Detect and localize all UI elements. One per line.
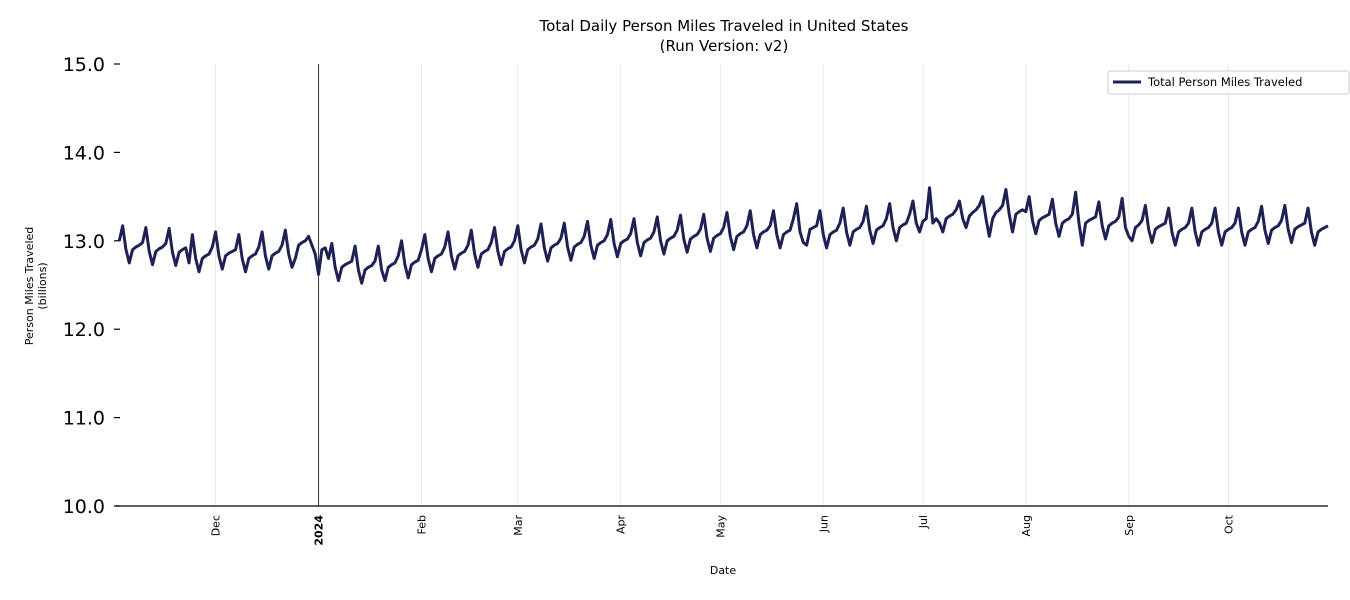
y-tick-label: 14.0 — [63, 142, 105, 164]
legend-label: Total Person Miles Traveled — [1147, 75, 1302, 89]
x-tick-label: Feb — [415, 515, 428, 534]
y-tick-label: 10.0 — [63, 496, 105, 518]
y-tick-label: 15.0 — [63, 54, 105, 76]
legend-box — [1107, 70, 1350, 95]
y-tick-label: 12.0 — [63, 319, 105, 341]
x-tick-label: Jul — [917, 515, 930, 529]
data-points — [119, 188, 1328, 283]
chart-subtitle: (Run Version: v2) — [660, 37, 789, 55]
y-axis: 10.0 11.0 12.0 13.0 14.0 15.0 — [63, 54, 120, 518]
x-axis-label: Date — [710, 564, 737, 577]
x-tick-label: Aug — [1020, 515, 1033, 536]
y-tick-label: 13.0 — [63, 231, 105, 253]
x-tick-label: Jun — [817, 515, 830, 533]
y-axis-label: Person Miles Traveled — [23, 227, 36, 346]
x-tick-label: Dec — [210, 515, 223, 536]
legend: Total Person Miles Traveled — [1107, 70, 1350, 95]
series-line-total-person-miles — [117, 186, 1329, 285]
y-tick-label: 11.0 — [63, 408, 105, 430]
grid-lines — [215, 64, 1229, 506]
x-tick-label: Apr — [615, 515, 628, 535]
x-axis: Dec 2024 Feb Mar Apr May Jun Jul Aug Sep Oct — [210, 514, 1236, 545]
chart-title: Total Daily Person Miles Traveled in Uni… — [539, 17, 909, 35]
y-axis-unit: (billions) — [36, 262, 49, 309]
x-tick-label: 2024 — [313, 515, 326, 546]
x-tick-label: Oct — [1222, 514, 1235, 534]
x-tick-label: Mar — [512, 515, 525, 536]
x-tick-label: Sep — [1123, 515, 1136, 536]
x-tick-label: May — [714, 515, 727, 538]
